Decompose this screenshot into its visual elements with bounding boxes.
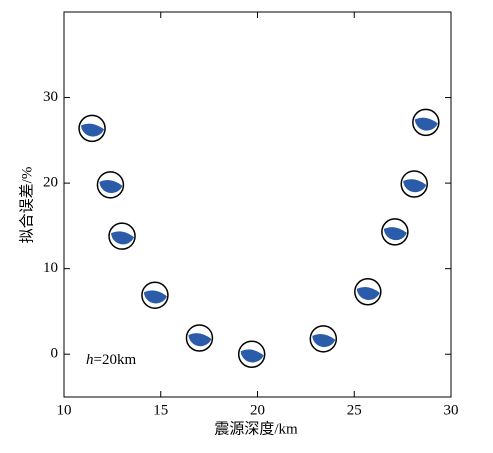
beachball (354, 278, 382, 306)
beachball (96, 171, 125, 199)
beachball (78, 114, 106, 143)
x-axis-label: 震源深度/km (214, 420, 298, 437)
beachball-fill (143, 290, 167, 304)
beachball (400, 170, 428, 198)
beachball (141, 281, 169, 309)
beachball-fill (414, 117, 438, 131)
y-tick-label: 30 (43, 89, 58, 105)
y-tick-label: 0 (51, 346, 59, 362)
beachball-fill (188, 333, 212, 347)
x-tick-label: 25 (347, 402, 362, 418)
beachball (185, 324, 214, 352)
y-tick-label: 10 (43, 260, 58, 276)
y-axis-label: 拟合误差/% (18, 167, 35, 244)
annotation-text: =20km (94, 352, 137, 368)
beachball-fill (312, 334, 336, 348)
beachball-fill (81, 123, 105, 137)
beachball-fill (111, 231, 135, 245)
y-tick-label: 20 (43, 175, 58, 191)
plot-frame (63, 11, 452, 398)
beachball-fill (383, 227, 407, 241)
beachball (108, 222, 136, 250)
beachball-fill (356, 286, 380, 301)
annotation-variable: h (86, 352, 94, 368)
x-tick-label: 10 (57, 402, 72, 418)
annotation: h=20km (86, 352, 136, 368)
beachball (237, 340, 266, 368)
beachball-fill (403, 179, 427, 193)
beachball-fill (240, 349, 264, 363)
beachball-fill (99, 180, 123, 194)
beachball (381, 218, 409, 246)
beachball (412, 108, 440, 137)
x-tick-label: 20 (250, 402, 265, 418)
beachball (309, 325, 338, 353)
x-tick-label: 15 (153, 402, 168, 418)
x-tick-label: 30 (444, 402, 459, 418)
